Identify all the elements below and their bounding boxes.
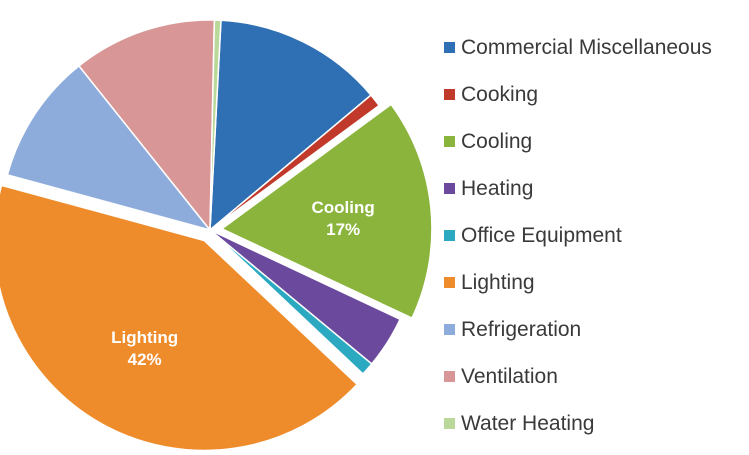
- legend-label: Ventilation: [461, 364, 558, 388]
- pie-slice-office-equipment: [209, 229, 373, 375]
- legend-item-commercial-miscellaneous: Commercial Miscellaneous: [444, 24, 712, 71]
- legend-item-heating: Heating: [444, 165, 712, 212]
- legend-item-cooking: Cooking: [444, 71, 712, 118]
- legend-item-lighting: Lighting: [444, 259, 712, 306]
- legend-swatch: [444, 42, 455, 53]
- legend-swatch: [444, 136, 455, 147]
- legend-item-ventilation: Ventilation: [444, 353, 712, 400]
- slices-layer: [0, 19, 433, 452]
- slice-labels-layer: Cooling 17% Lighting 42%: [111, 198, 375, 369]
- legend-label: Lighting: [461, 270, 535, 294]
- slice-value-label-cooling: 17%: [326, 220, 360, 239]
- legend-swatch: [444, 277, 455, 288]
- legend: Commercial Miscellaneous Cooking Cooling He…: [444, 24, 712, 447]
- legend-label: Heating: [461, 176, 534, 200]
- legend-item-water-heating: Water Heating: [444, 400, 712, 447]
- legend-swatch: [444, 324, 455, 335]
- pie-slice-water-heating: [209, 19, 222, 231]
- pie-slice-commercial-miscellaneous: [209, 19, 373, 232]
- pie-slice-cooking: [209, 94, 381, 231]
- legend-swatch: [444, 371, 455, 382]
- legend-swatch: [444, 418, 455, 429]
- pie-chart: Cooling 17% Lighting 42%: [0, 19, 433, 452]
- slice-value-label-lighting: 42%: [128, 350, 162, 369]
- legend-swatch: [444, 183, 455, 194]
- legend-item-cooling: Cooling: [444, 118, 712, 165]
- slice-label-lighting: Lighting: [111, 328, 178, 347]
- pie-slice-refrigeration: [6, 64, 213, 232]
- legend-item-refrigeration: Refrigeration: [444, 306, 712, 353]
- pie-slice-ventilation: [77, 19, 216, 233]
- legend-label: Refrigeration: [461, 317, 582, 341]
- legend-label: Office Equipment: [461, 223, 622, 247]
- legend-label: Water Heating: [461, 411, 595, 435]
- slice-label-cooling: Cooling: [312, 198, 375, 217]
- legend-label: Cooling: [461, 129, 533, 153]
- pie-slice-lighting: [0, 184, 359, 452]
- pie-slice-cooling: [220, 103, 433, 320]
- legend-item-office-equipment: Office Equipment: [444, 212, 712, 259]
- legend-label: Commercial Miscellaneous: [461, 35, 712, 59]
- legend-swatch: [444, 230, 455, 241]
- legend-swatch: [444, 89, 455, 100]
- legend-label: Cooking: [461, 82, 539, 106]
